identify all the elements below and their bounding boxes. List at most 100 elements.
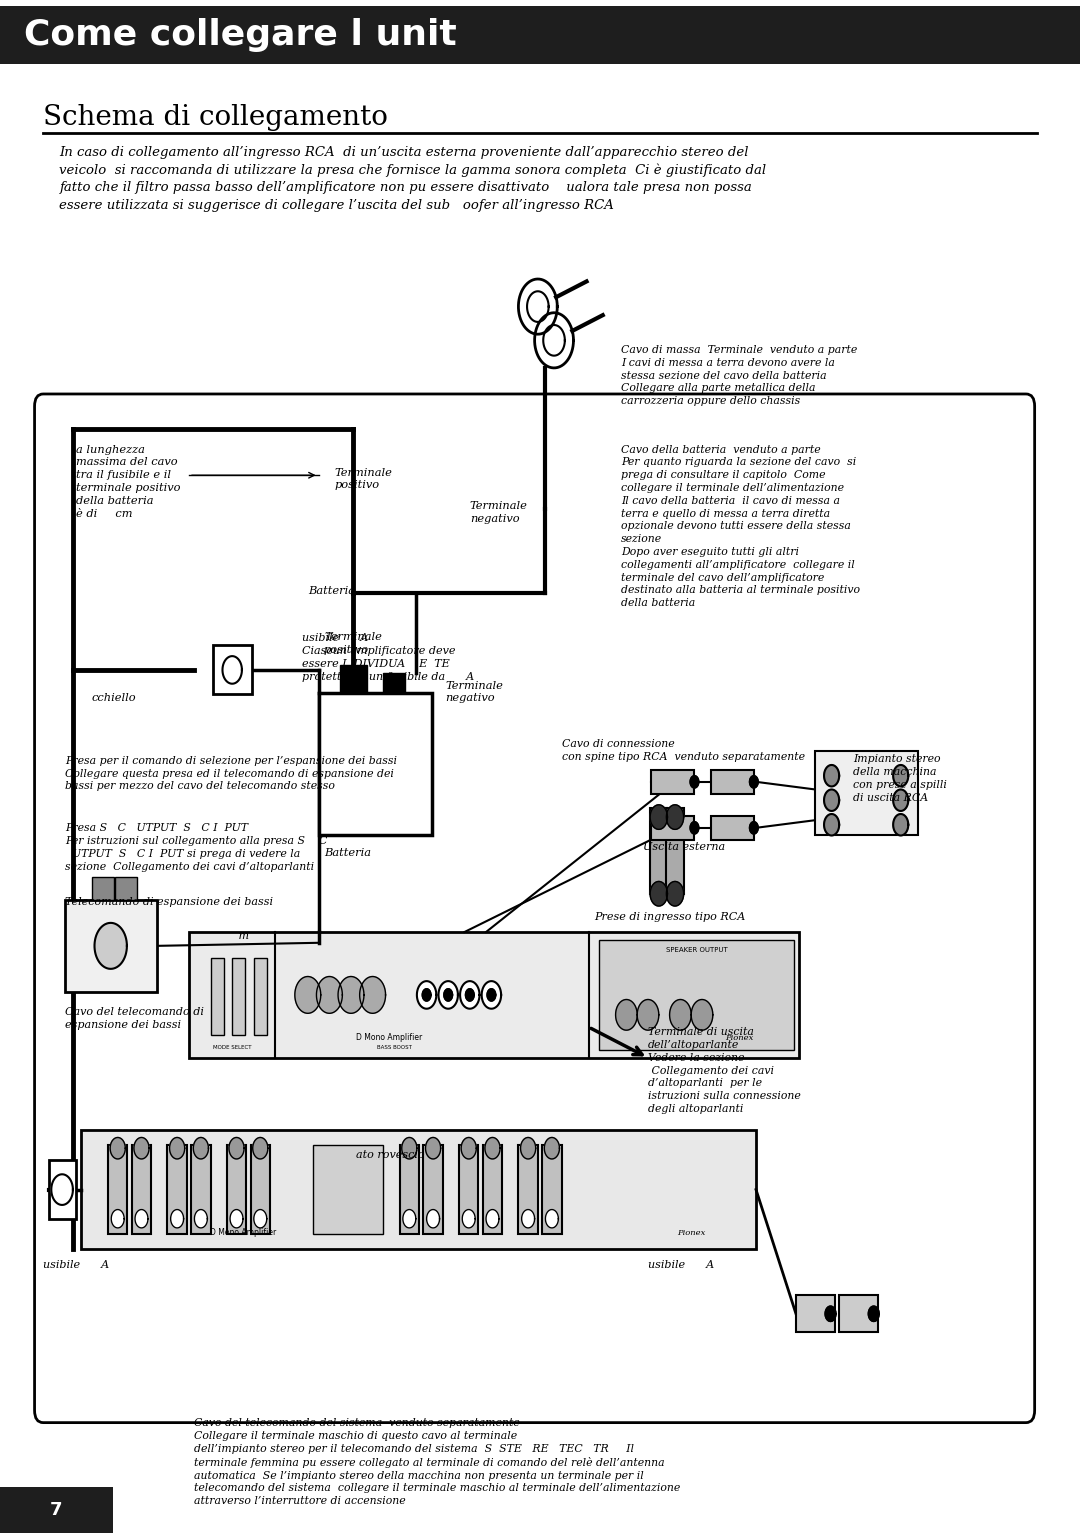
- Polygon shape: [111, 1210, 124, 1228]
- FancyBboxPatch shape: [483, 1145, 502, 1234]
- Text: Cavo di massa  Terminale  venduto a parte
I cavi di messa a terra devono avere l: Cavo di massa Terminale venduto a parte …: [621, 345, 858, 406]
- Polygon shape: [338, 977, 364, 1013]
- Polygon shape: [482, 981, 501, 1009]
- FancyBboxPatch shape: [518, 1145, 538, 1234]
- FancyBboxPatch shape: [796, 1295, 835, 1332]
- Polygon shape: [461, 1137, 476, 1159]
- Polygon shape: [229, 1137, 244, 1159]
- Text: Uscita esterna: Uscita esterna: [643, 842, 725, 852]
- Polygon shape: [750, 822, 758, 834]
- Text: D Mono Amplifier: D Mono Amplifier: [210, 1228, 276, 1237]
- Polygon shape: [650, 881, 667, 906]
- FancyBboxPatch shape: [839, 1295, 878, 1332]
- Polygon shape: [402, 1137, 417, 1159]
- Polygon shape: [670, 1000, 691, 1030]
- Text: Terminale
negativo: Terminale negativo: [445, 681, 503, 704]
- Text: Batteria: Batteria: [308, 586, 355, 596]
- FancyBboxPatch shape: [254, 958, 267, 1035]
- Polygon shape: [487, 989, 496, 1001]
- Polygon shape: [254, 1210, 267, 1228]
- Text: Terminale
positivo: Terminale positivo: [335, 468, 393, 491]
- FancyBboxPatch shape: [191, 1145, 211, 1234]
- Polygon shape: [521, 1137, 536, 1159]
- Polygon shape: [545, 1210, 558, 1228]
- FancyBboxPatch shape: [132, 1145, 151, 1234]
- FancyBboxPatch shape: [711, 816, 754, 840]
- Polygon shape: [650, 805, 667, 829]
- FancyBboxPatch shape: [232, 958, 245, 1035]
- Polygon shape: [135, 1210, 148, 1228]
- Polygon shape: [110, 1137, 125, 1159]
- Text: Cavo del telecomando del sistema  venduto separatamente
Collegare il terminale m: Cavo del telecomando del sistema venduto…: [194, 1418, 680, 1507]
- Polygon shape: [444, 989, 453, 1001]
- Polygon shape: [868, 1306, 879, 1321]
- Polygon shape: [426, 1137, 441, 1159]
- FancyBboxPatch shape: [666, 808, 684, 894]
- Polygon shape: [637, 1000, 659, 1030]
- Text: usibile      A: usibile A: [648, 1260, 714, 1271]
- Polygon shape: [824, 765, 839, 786]
- Text: SPEAKER OUTPUT: SPEAKER OUTPUT: [665, 947, 728, 954]
- Text: Terminale
negativo: Terminale negativo: [470, 501, 528, 524]
- FancyBboxPatch shape: [319, 693, 432, 835]
- FancyBboxPatch shape: [340, 665, 367, 693]
- FancyBboxPatch shape: [65, 900, 157, 992]
- FancyBboxPatch shape: [227, 1145, 246, 1234]
- Text: Batteria: Batteria: [324, 848, 372, 858]
- Polygon shape: [134, 1137, 149, 1159]
- FancyBboxPatch shape: [49, 1160, 76, 1219]
- Polygon shape: [95, 923, 127, 969]
- Text: Prese di ingresso tipo RCA: Prese di ingresso tipo RCA: [594, 912, 745, 923]
- Text: Terminale
positivo: Terminale positivo: [324, 632, 382, 655]
- Polygon shape: [438, 981, 458, 1009]
- Polygon shape: [825, 1306, 836, 1321]
- Polygon shape: [893, 814, 908, 835]
- Polygon shape: [253, 1137, 268, 1159]
- Polygon shape: [690, 822, 699, 834]
- Polygon shape: [616, 1000, 637, 1030]
- Text: Impianto stereo
della macchina
con prese a spilli
di uscita RCA: Impianto stereo della macchina con prese…: [853, 754, 947, 803]
- Polygon shape: [403, 1210, 416, 1228]
- Polygon shape: [52, 1174, 72, 1205]
- Text: 7: 7: [50, 1501, 63, 1519]
- Polygon shape: [691, 1000, 713, 1030]
- Polygon shape: [170, 1137, 185, 1159]
- FancyBboxPatch shape: [542, 1145, 562, 1234]
- Polygon shape: [422, 989, 431, 1001]
- Text: D Mono Amplifier: D Mono Amplifier: [355, 1033, 422, 1042]
- Text: Schema di collegamento: Schema di collegamento: [43, 104, 388, 132]
- Text: Pionex: Pionex: [726, 1035, 754, 1042]
- FancyBboxPatch shape: [213, 645, 252, 694]
- Polygon shape: [893, 765, 908, 786]
- Text: In caso di collegamento all’ingresso RCA  di un’uscita esterna proveniente dall’: In caso di collegamento all’ingresso RCA…: [59, 146, 767, 212]
- Polygon shape: [171, 1210, 184, 1228]
- FancyBboxPatch shape: [815, 751, 918, 835]
- Text: Come collegare l unit: Come collegare l unit: [24, 18, 457, 52]
- Polygon shape: [824, 789, 839, 811]
- Text: Terminale di uscita
dell’altoparlante
Vedere la sezione
 Collegamento dei cavi
d: Terminale di uscita dell’altoparlante Ve…: [648, 1027, 800, 1114]
- Text: Cavo del telecomando di
espansione dei bassi: Cavo del telecomando di espansione dei b…: [65, 1007, 204, 1030]
- Polygon shape: [824, 814, 839, 835]
- FancyBboxPatch shape: [599, 940, 794, 1050]
- Polygon shape: [316, 977, 342, 1013]
- FancyBboxPatch shape: [423, 1145, 443, 1234]
- Text: MODE SELECT: MODE SELECT: [213, 1046, 252, 1050]
- FancyBboxPatch shape: [251, 1145, 270, 1234]
- Polygon shape: [222, 656, 242, 684]
- Text: cchiello: cchiello: [92, 693, 136, 704]
- FancyBboxPatch shape: [81, 1130, 756, 1249]
- Polygon shape: [427, 1210, 440, 1228]
- Text: Presa S   C   UTPUT  S   C I  PUT
Per istruzioni sul collegamento alla presa S  : Presa S C UTPUT S C I PUT Per istruzioni…: [65, 823, 327, 872]
- Text: Pionex: Pionex: [677, 1229, 705, 1237]
- FancyBboxPatch shape: [0, 6, 1080, 64]
- Polygon shape: [360, 977, 386, 1013]
- Polygon shape: [666, 805, 684, 829]
- Text: Cavo della batteria  venduto a parte
Per quanto riguarda la sezione del cavo  si: Cavo della batteria venduto a parte Per …: [621, 445, 860, 609]
- Polygon shape: [462, 1210, 475, 1228]
- Text: ato rovescio: ato rovescio: [356, 1150, 426, 1160]
- Polygon shape: [465, 989, 474, 1001]
- FancyBboxPatch shape: [211, 958, 224, 1035]
- Polygon shape: [522, 1210, 535, 1228]
- Polygon shape: [230, 1210, 243, 1228]
- Polygon shape: [485, 1137, 500, 1159]
